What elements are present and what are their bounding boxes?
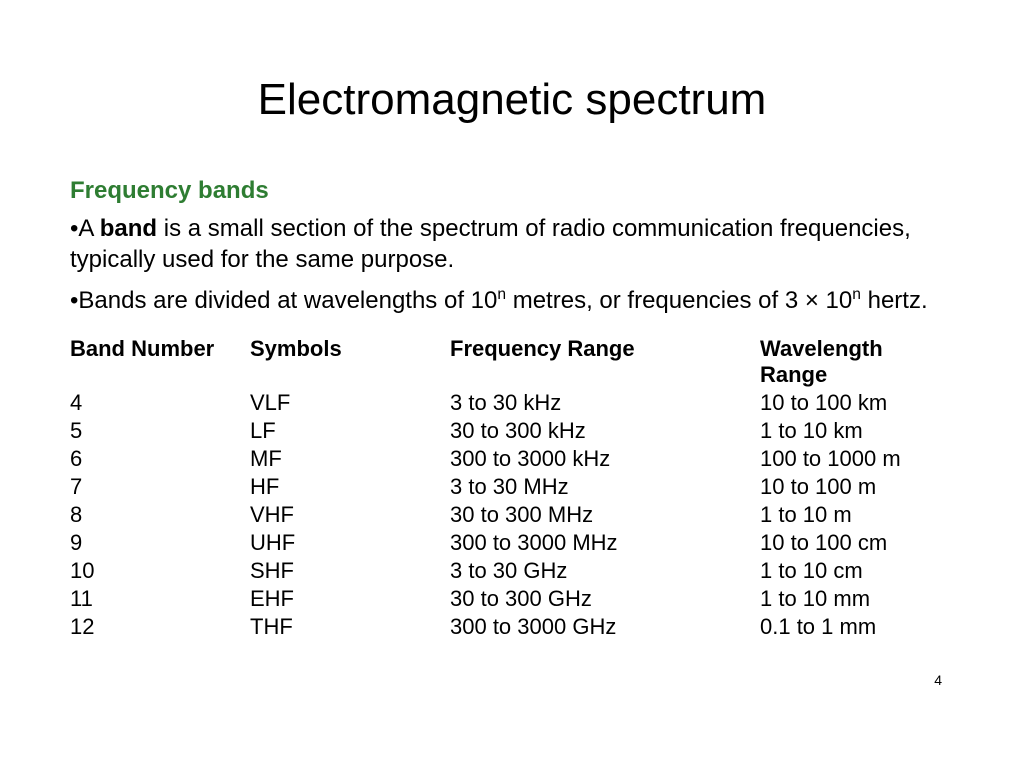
table-row: 10SHF3 to 30 GHz1 to 10 cm xyxy=(70,557,954,585)
table-cell: 7 xyxy=(70,473,250,501)
slide-title: Electromagnetic spectrum xyxy=(70,75,954,125)
frequency-table-container: Band Number Symbols Frequency Range Wave… xyxy=(70,335,954,641)
table-cell: 10 to 100 cm xyxy=(760,529,954,557)
table-cell: EHF xyxy=(250,585,450,613)
table-row: 9UHF300 to 3000 MHz10 to 100 cm xyxy=(70,529,954,557)
bullet-2-end: hertz. xyxy=(861,287,928,314)
table-cell: 9 xyxy=(70,529,250,557)
table-cell: 1 to 10 cm xyxy=(760,557,954,585)
table-row: 8VHF30 to 300 MHz1 to 10 m xyxy=(70,501,954,529)
table-cell: 1 to 10 m xyxy=(760,501,954,529)
table-cell: LF xyxy=(250,417,450,445)
frequency-table: Band Number Symbols Frequency Range Wave… xyxy=(70,335,954,641)
table-cell: 0.1 to 1 mm xyxy=(760,613,954,641)
table-cell: 6 xyxy=(70,445,250,473)
table-cell: 30 to 300 kHz xyxy=(450,417,760,445)
section-subtitle: Frequency bands xyxy=(70,177,954,205)
table-cell: 1 to 10 mm xyxy=(760,585,954,613)
table-row: 11EHF30 to 300 GHz1 to 10 mm xyxy=(70,585,954,613)
table-cell: 300 to 3000 MHz xyxy=(450,529,760,557)
table-cell: 10 xyxy=(70,557,250,585)
table-cell: THF xyxy=(250,613,450,641)
table-cell: VLF xyxy=(250,389,450,417)
table-cell: 3 to 30 kHz xyxy=(450,389,760,417)
table-cell: VHF xyxy=(250,501,450,529)
table-cell: 10 to 100 m xyxy=(760,473,954,501)
table-header-row: Band Number Symbols Frequency Range Wave… xyxy=(70,335,954,389)
table-cell: 30 to 300 GHz xyxy=(450,585,760,613)
table-cell: HF xyxy=(250,473,450,501)
table-cell: 3 to 30 MHz xyxy=(450,473,760,501)
table-cell: 8 xyxy=(70,501,250,529)
table-cell: 30 to 300 MHz xyxy=(450,501,760,529)
table-cell: 12 xyxy=(70,613,250,641)
table-row: 5LF30 to 300 kHz1 to 10 km xyxy=(70,417,954,445)
col-wavelength: Wavelength Range xyxy=(760,335,954,389)
slide-container: Electromagnetic spectrum Frequency bands… xyxy=(0,0,1024,641)
bullet-1-prefix: •A xyxy=(70,215,100,242)
bullet-1-bold: band xyxy=(100,215,157,242)
bullet-2: •Bands are divided at wavelengths of 10n… xyxy=(70,285,954,316)
table-cell: 10 to 100 km xyxy=(760,389,954,417)
table-cell: SHF xyxy=(250,557,450,585)
table-row: 12THF300 to 3000 GHz0.1 to 1 mm xyxy=(70,613,954,641)
table-cell: UHF xyxy=(250,529,450,557)
table-cell: 5 xyxy=(70,417,250,445)
bullet-1: •A band is a small section of the spectr… xyxy=(70,213,954,275)
table-cell: 3 to 30 GHz xyxy=(450,557,760,585)
page-number: 4 xyxy=(934,672,942,688)
table-cell: 1 to 10 km xyxy=(760,417,954,445)
table-cell: MF xyxy=(250,445,450,473)
bullet-2-sup2: n xyxy=(852,286,861,303)
table-row: 6MF300 to 3000 kHz100 to 1000 m xyxy=(70,445,954,473)
bullet-2-prefix: •Bands are divided at wavelengths of 10 xyxy=(70,287,497,314)
table-cell: 100 to 1000 m xyxy=(760,445,954,473)
bullet-1-rest: is a small section of the spectrum of ra… xyxy=(70,215,911,273)
bullet-2-mid: metres, or frequencies of 3 × 10 xyxy=(506,287,852,314)
bullet-2-sup1: n xyxy=(497,286,506,303)
col-frequency: Frequency Range xyxy=(450,335,760,389)
table-cell: 300 to 3000 GHz xyxy=(450,613,760,641)
table-cell: 300 to 3000 kHz xyxy=(450,445,760,473)
table-row: 7HF3 to 30 MHz10 to 100 m xyxy=(70,473,954,501)
table-body: 4VLF3 to 30 kHz10 to 100 km5LF30 to 300 … xyxy=(70,389,954,641)
table-cell: 4 xyxy=(70,389,250,417)
col-symbols: Symbols xyxy=(250,335,450,389)
table-cell: 11 xyxy=(70,585,250,613)
col-band-number: Band Number xyxy=(70,335,250,389)
table-row: 4VLF3 to 30 kHz10 to 100 km xyxy=(70,389,954,417)
